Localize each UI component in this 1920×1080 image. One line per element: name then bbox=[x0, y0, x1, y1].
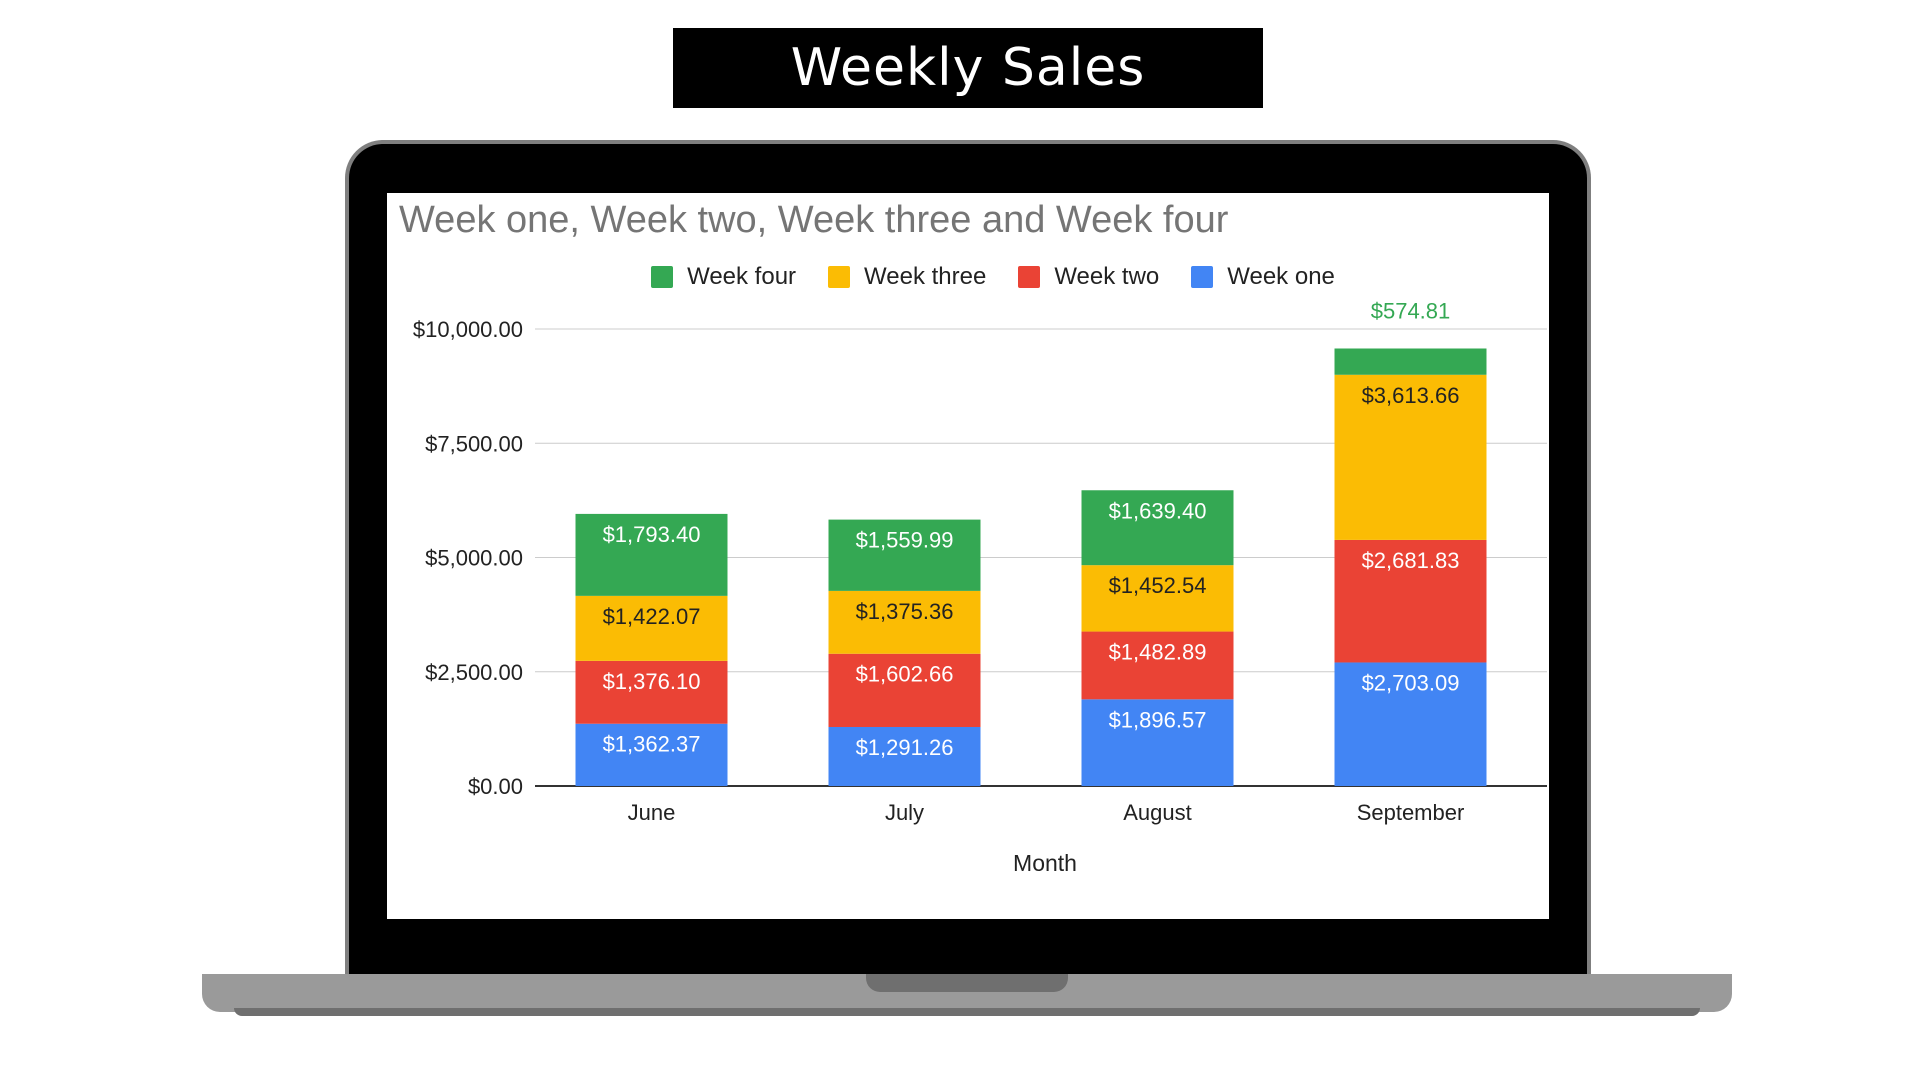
bar-segment bbox=[575, 513, 728, 596]
legend-swatch bbox=[1018, 266, 1041, 288]
data-label: $1,291.26 bbox=[856, 735, 954, 760]
data-label: $1,452.54 bbox=[1109, 573, 1207, 598]
data-label: $1,602.66 bbox=[856, 662, 954, 687]
data-label: $1,375.36 bbox=[856, 599, 954, 624]
y-tick-label: $2,500.00 bbox=[425, 660, 523, 685]
bar-segment bbox=[828, 590, 981, 654]
y-tick-label: $10,000.00 bbox=[413, 317, 523, 342]
bar-segment bbox=[1081, 565, 1234, 632]
data-label: $1,896.57 bbox=[1109, 707, 1207, 732]
bar-segment bbox=[828, 726, 981, 786]
legend-item-week-one: Week one bbox=[1191, 263, 1335, 291]
chart-title: Week one, Week two, Week three and Week … bbox=[399, 199, 1229, 241]
bar-segment bbox=[1081, 490, 1234, 566]
legend-swatch bbox=[651, 266, 674, 288]
legend-swatch bbox=[1191, 266, 1214, 288]
data-label: $1,559.99 bbox=[856, 528, 954, 553]
x-tick-label: August bbox=[1123, 800, 1192, 825]
legend-item-week-four: Week four bbox=[651, 263, 796, 291]
data-label: $1,422.07 bbox=[603, 604, 701, 629]
laptop-base-shadow bbox=[234, 1008, 1700, 1016]
chart-plot: $0.00 $2,500.00 $5,000.00 $7,500.00 $10,000.… bbox=[413, 298, 1547, 876]
bar-segment bbox=[1081, 699, 1234, 786]
x-axis-label: Month bbox=[1013, 850, 1077, 876]
bar-segment bbox=[828, 519, 981, 591]
x-tick-label: June bbox=[628, 800, 676, 825]
legend-label: Week two bbox=[1054, 263, 1160, 290]
bar-segment bbox=[575, 595, 728, 661]
y-tick-label: $7,500.00 bbox=[425, 431, 523, 456]
legend-swatch bbox=[828, 266, 851, 288]
bar-segment bbox=[1334, 662, 1487, 786]
bar-segment bbox=[828, 653, 981, 727]
laptop-screen: Week one, Week two, Week three and Week … bbox=[387, 193, 1549, 919]
legend-item-week-two: Week two bbox=[1018, 263, 1159, 291]
chart-legend: Week four Week three Week two Week one bbox=[513, 263, 1473, 291]
x-tick-label: July bbox=[885, 800, 924, 825]
data-label: $1,482.89 bbox=[1109, 640, 1207, 665]
bar-segment bbox=[1081, 631, 1234, 700]
legend-label: Week three bbox=[864, 263, 987, 290]
legend-item-week-three: Week three bbox=[828, 263, 986, 291]
data-label: $2,703.09 bbox=[1362, 670, 1460, 695]
bar-segment bbox=[1334, 348, 1487, 375]
bar-segment bbox=[1334, 374, 1487, 540]
bar-segment bbox=[575, 660, 728, 724]
bar-segment bbox=[1334, 539, 1487, 663]
data-label: $1,793.40 bbox=[603, 522, 701, 547]
data-label: $1,376.10 bbox=[603, 669, 701, 694]
x-tick-label: September bbox=[1357, 800, 1465, 825]
data-label: $1,362.37 bbox=[603, 732, 701, 757]
data-label: $574.81 bbox=[1371, 298, 1451, 323]
y-tick-label: $5,000.00 bbox=[425, 546, 523, 571]
data-label: $3,613.66 bbox=[1362, 383, 1460, 408]
legend-label: Week one bbox=[1227, 263, 1335, 290]
bar-segment bbox=[575, 723, 728, 786]
data-label: $2,681.83 bbox=[1362, 548, 1460, 573]
legend-label: Week four bbox=[687, 263, 797, 290]
laptop-notch bbox=[866, 974, 1068, 992]
data-label: $1,639.40 bbox=[1109, 498, 1207, 523]
banner-title: Weekly Sales bbox=[673, 28, 1263, 108]
y-tick-label: $0.00 bbox=[468, 774, 523, 799]
